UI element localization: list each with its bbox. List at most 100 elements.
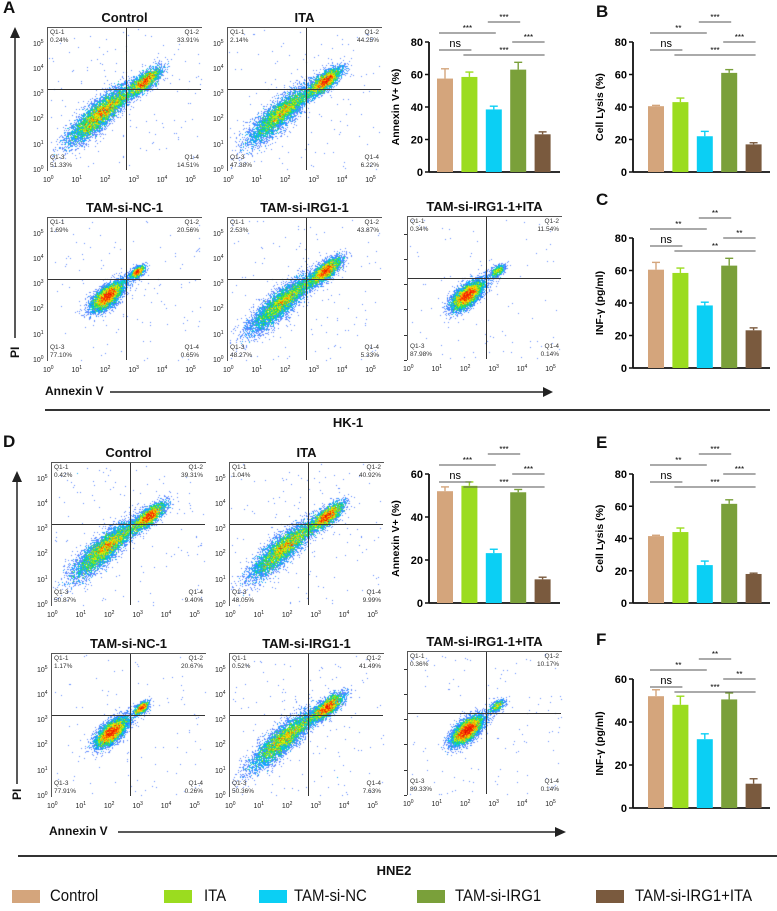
- x-tick-label: 102: [460, 799, 471, 808]
- quadrant-name: Q1-2: [364, 219, 379, 226]
- bar-control: [648, 696, 664, 808]
- tick-base: 10: [253, 612, 262, 619]
- quadrant-q1-4: Q1-4 7.63%: [363, 780, 381, 795]
- quadrant-percent: 10.17%: [536, 660, 559, 668]
- tick-exponent: 2: [287, 175, 291, 181]
- quadrant-name: Q1-1: [50, 219, 65, 226]
- tick-base: 10: [189, 803, 197, 810]
- tick-base: 10: [33, 306, 41, 314]
- bar-ita: [461, 485, 478, 603]
- tick-base: 10: [431, 366, 440, 373]
- x-tick-label: 100: [403, 364, 414, 373]
- y-tick-label: 20: [615, 760, 627, 772]
- gate-line-horizontal: [230, 714, 383, 716]
- quadrant-name: Q1-4: [364, 154, 379, 161]
- tick-exponent: 4: [220, 63, 224, 70]
- y-tick-label: 102: [33, 114, 44, 123]
- gate-line-horizontal: [48, 278, 201, 280]
- x-tick-label: 103: [132, 801, 143, 810]
- quadrant-name: Q1-4: [544, 778, 559, 785]
- legend-label: ITA: [204, 886, 227, 905]
- quadrant-percent: 20.56%: [176, 226, 199, 234]
- tick-exponent: 1: [439, 364, 443, 370]
- tick-exponent: 3: [44, 524, 48, 531]
- quadrant-q1-2: Q1-2 10.17%: [537, 653, 559, 668]
- tick-base: 10: [336, 367, 345, 374]
- tick-base: 10: [213, 230, 221, 238]
- bar-tam-si-irg1: [721, 503, 738, 603]
- tick-exponent: 0: [50, 175, 54, 181]
- significance-label: ***: [499, 478, 508, 487]
- quadrant-name: Q1-4: [364, 344, 379, 351]
- quadrant-percent: 33.91%: [176, 36, 199, 44]
- tick-exponent: 1: [83, 801, 87, 807]
- tick-base: 10: [33, 281, 41, 289]
- x-tick-label: 105: [189, 610, 200, 619]
- y-tick-label: 102: [33, 304, 44, 313]
- tick-base: 10: [338, 612, 347, 619]
- x-tick-label: 105: [185, 365, 196, 374]
- tick-exponent: 5: [196, 610, 200, 616]
- y-tick-label: 101: [213, 140, 224, 149]
- y-tick-mark: [404, 719, 407, 721]
- tick-base: 10: [189, 612, 197, 619]
- gate-line-vertical: [130, 463, 132, 605]
- tick-exponent: 0: [232, 610, 236, 616]
- tick-base: 10: [47, 803, 55, 810]
- tick-exponent: 0: [222, 600, 226, 606]
- quadrant-name: Q1-4: [366, 589, 381, 596]
- tick-exponent: 3: [316, 175, 319, 181]
- x-tick-label: 103: [310, 610, 321, 619]
- y-tick-label: 103: [213, 279, 224, 288]
- bar-ita: [672, 102, 689, 172]
- significance-label: ***: [710, 478, 719, 487]
- quadrant-q1-1: Q1-1 0.36%: [410, 653, 428, 668]
- tick-exponent: 1: [259, 365, 263, 371]
- tick-base: 10: [213, 331, 221, 339]
- panel-label-c: C: [596, 190, 609, 209]
- bar-ita: [672, 704, 689, 808]
- y-tick-label: 102: [37, 549, 48, 558]
- x-tick-label: 105: [365, 175, 376, 184]
- tick-base: 10: [459, 366, 468, 373]
- tick-exponent: 0: [50, 365, 54, 371]
- quadrant-q1-2: Q1-2 33.91%: [177, 29, 199, 44]
- x-tick-label: 102: [280, 365, 291, 374]
- gate-line-vertical: [130, 654, 132, 796]
- y-tick-label: 105: [213, 39, 224, 48]
- tick-base: 10: [213, 116, 221, 124]
- tick-exponent: 5: [220, 38, 224, 45]
- y-tick-label: 101: [37, 766, 48, 775]
- bar-tam-si-nc: [696, 136, 713, 172]
- tick-exponent: 3: [44, 715, 48, 722]
- scatter-density: [48, 218, 203, 362]
- tick-base: 10: [516, 801, 525, 808]
- quadrant-name: Q1-4: [544, 343, 559, 350]
- tick-exponent: 0: [230, 365, 234, 371]
- quadrant-name: Q1-2: [366, 655, 381, 662]
- quadrant-name: Q1-3: [50, 154, 65, 161]
- tick-base: 10: [215, 691, 223, 699]
- flow-plot-hne2-tam-si-nc-1: Q1-1 1.17% Q1-2 20.67% Q1-3 77.91% Q1-4 0.26%: [51, 653, 207, 798]
- y-tick-label: 60: [615, 501, 627, 513]
- quadrant-q1-2: Q1-2 20.56%: [177, 219, 199, 234]
- y-tick-mark: [404, 284, 407, 286]
- tick-exponent: 2: [107, 175, 111, 181]
- quadrant-name: Q1-2: [544, 218, 559, 225]
- tick-exponent: 1: [220, 329, 224, 336]
- quadrant-name: Q1-1: [410, 653, 425, 660]
- scatter-density: [408, 652, 563, 796]
- significance-label: ***: [499, 46, 508, 55]
- significance-label: ***: [735, 33, 744, 42]
- tick-base: 10: [33, 331, 41, 339]
- tick-base: 10: [33, 357, 41, 364]
- quadrant-percent: 5.33%: [360, 351, 379, 359]
- quadrant-q1-2: Q1-2 43.87%: [357, 219, 379, 234]
- quadrant-percent: 2.14%: [230, 36, 249, 44]
- x-tick-label: 101: [71, 175, 82, 184]
- tick-exponent: 5: [552, 364, 556, 370]
- quadrant-name: Q1-3: [232, 780, 247, 787]
- y-tick-label: 104: [33, 254, 44, 263]
- significance-label: ***: [499, 445, 508, 454]
- gate-line-vertical: [306, 28, 308, 170]
